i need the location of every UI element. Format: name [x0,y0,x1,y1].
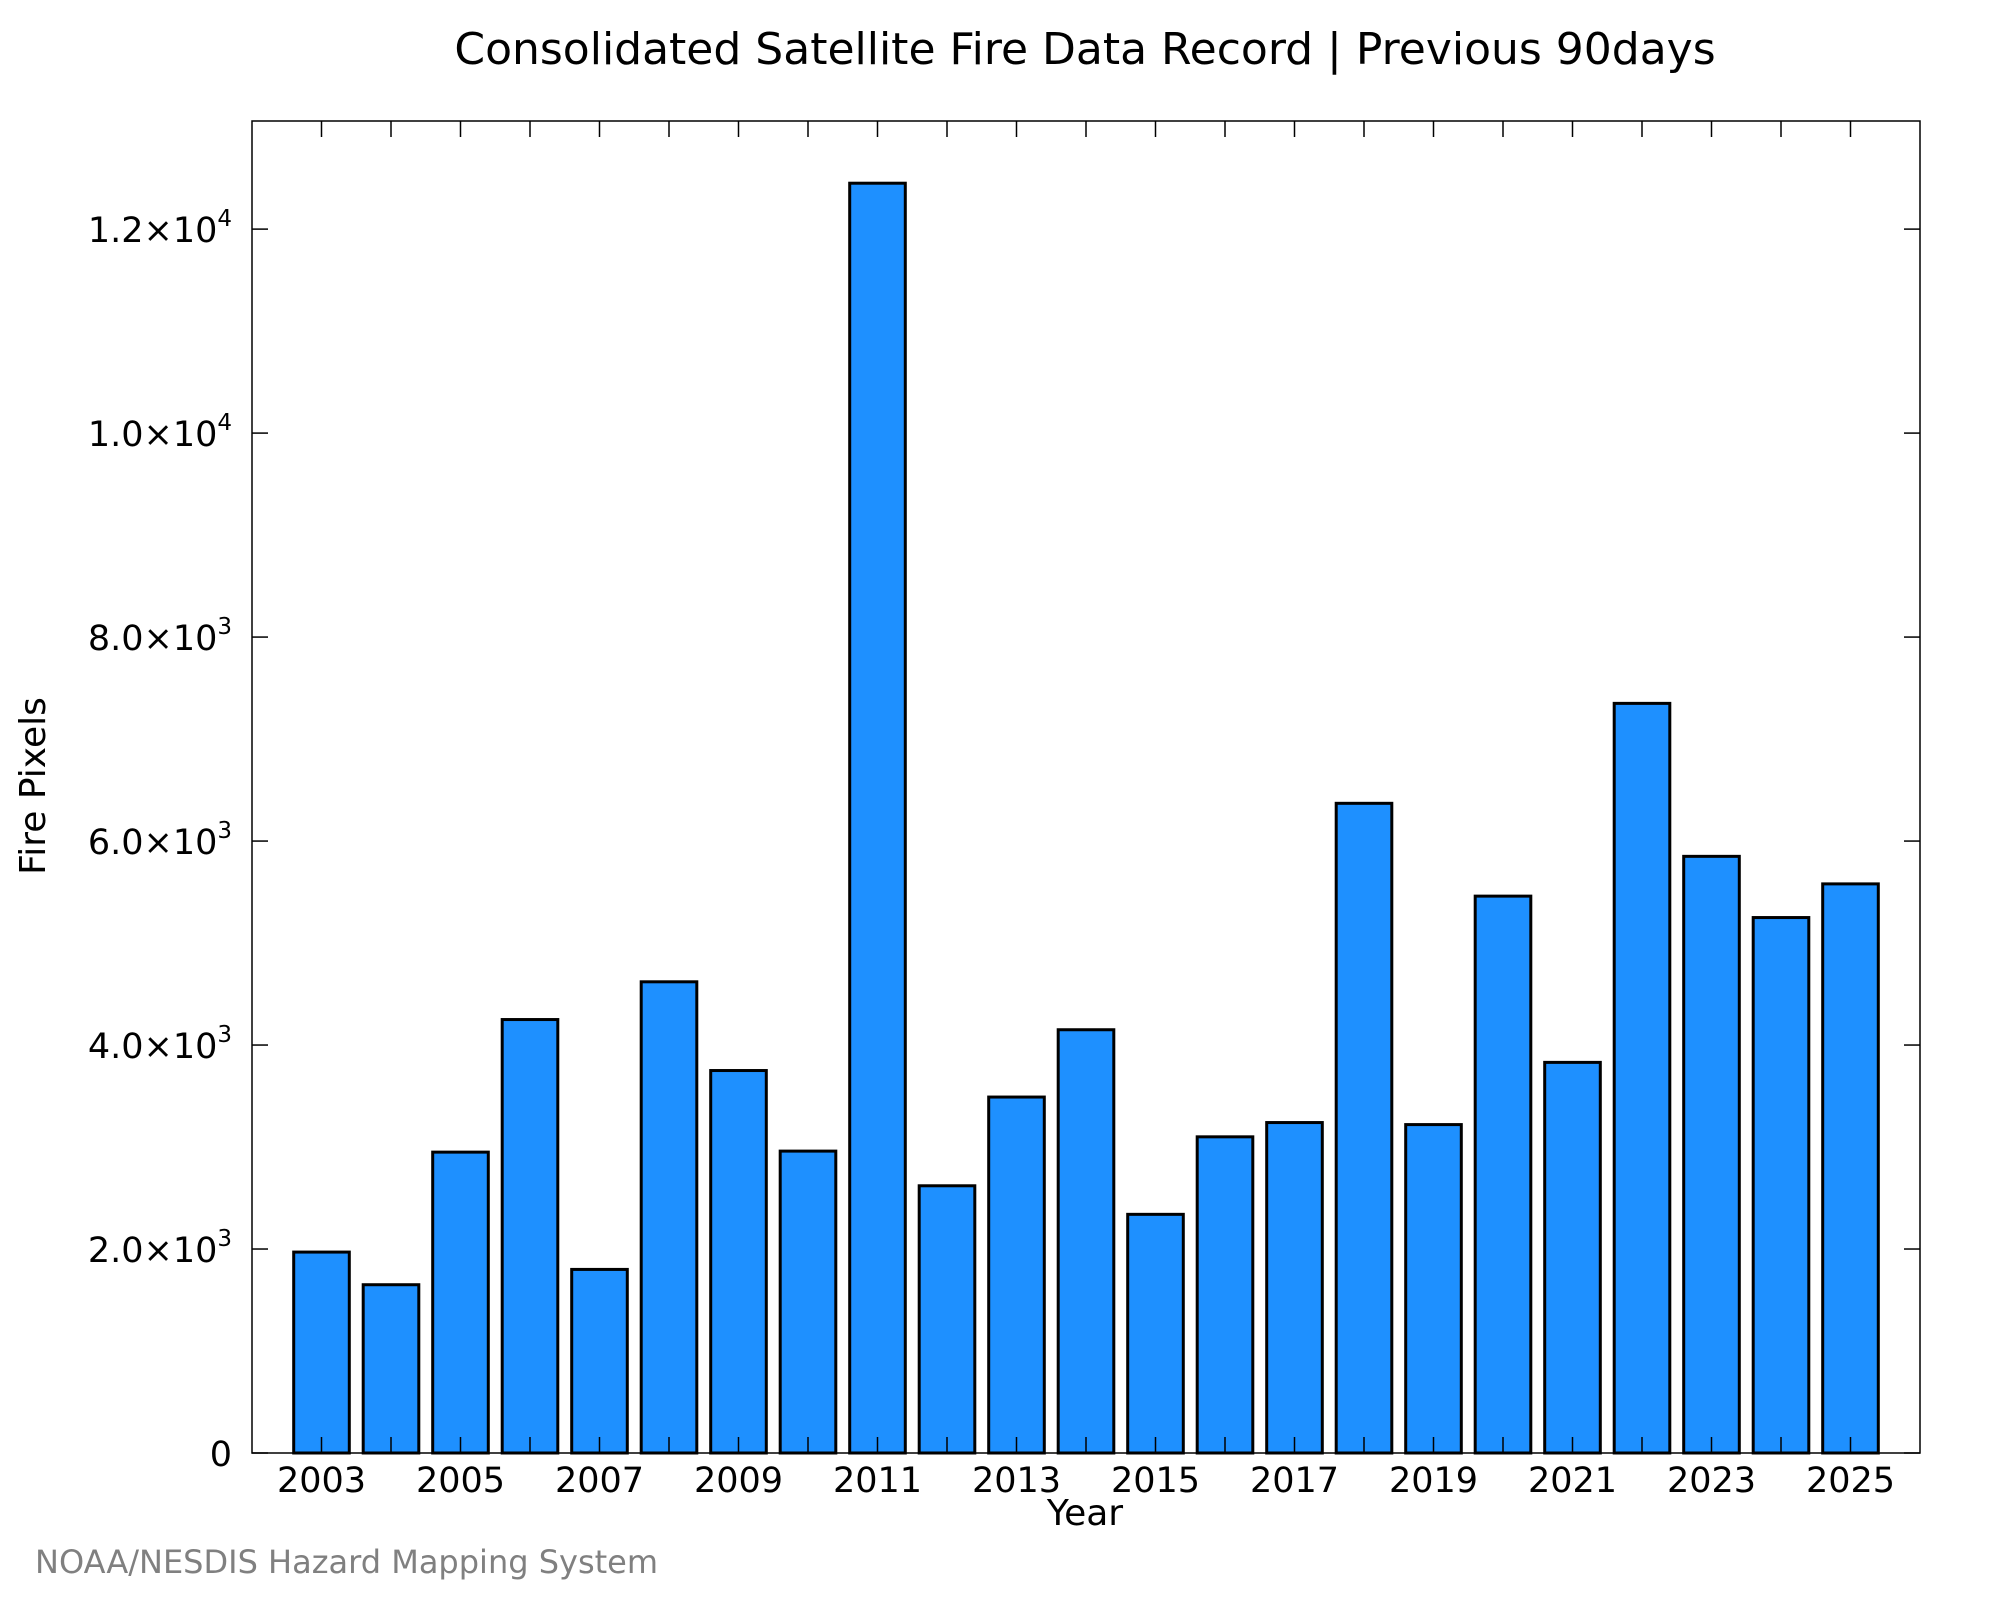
bar-2020 [1473,894,1533,1455]
x-axis-label: Year [1046,1493,1123,1534]
x-tick-label-2011: 2011 [833,1461,922,1501]
bar-2006 [500,1018,560,1455]
bar-2007 [570,1267,629,1455]
bar-2019 [1404,1123,1463,1455]
bar-2011 [848,181,907,1455]
x-tick-label-2019: 2019 [1389,1461,1478,1501]
bar-2009 [709,1069,768,1455]
y-tick-label-10000: 1.0×104 [88,410,232,455]
bar-2008 [639,980,699,1455]
x-tick-label-2017: 2017 [1250,1461,1339,1501]
x-tick-label-2025: 2025 [1806,1461,1895,1501]
y-tick-label-8000: 8.0×103 [88,614,232,659]
x-tick-label-2005: 2005 [416,1461,505,1501]
bar-2025 [1821,882,1880,1455]
bar-2003 [292,1250,351,1455]
bar-2015 [1126,1212,1185,1455]
x-tick-label-2007: 2007 [555,1461,644,1501]
bar-2012 [917,1184,977,1455]
x-tick-label-2013: 2013 [972,1461,1061,1501]
bar-2022 [1612,701,1672,1455]
x-tick-labels: 2003 2005 2007 2009 2011 2013 2015 2017 2019 2021… [277,1461,1895,1501]
bar-2010 [778,1149,838,1455]
y-axis-label: Fire Pixels [13,697,54,875]
bar-2024 [1751,916,1811,1455]
bar-2023 [1682,854,1741,1455]
y-tick-label-6000: 6.0×103 [88,818,232,863]
bars-group [292,181,1880,1455]
bar-2021 [1543,1060,1602,1455]
bar-2016 [1195,1135,1255,1455]
bar-2017 [1265,1121,1324,1455]
x-tick-label-2021: 2021 [1528,1461,1617,1501]
x-tick-label-2009: 2009 [694,1461,783,1501]
y-tick-label-2000: 2.0×103 [88,1226,232,1271]
bar-2004 [361,1283,421,1455]
chart-title: Consolidated Satellite Fire Data Record … [454,24,1715,75]
credit-text: NOAA/NESDIS Hazard Mapping System [35,1543,658,1581]
x-tick-label-2003: 2003 [277,1461,366,1501]
y-tick-label-0: 0 [210,1435,232,1475]
y-tick-label-12000: 1.2×104 [88,206,232,251]
bar-2005 [431,1150,490,1455]
bar-2013 [987,1095,1046,1455]
bar-2018 [1334,801,1394,1455]
ticks-group [252,121,1920,1454]
y-tick-label-4000: 4.0×103 [88,1022,232,1067]
x-tick-label-2015: 2015 [1111,1461,1200,1501]
bar-2014 [1056,1028,1116,1455]
x-tick-label-2023: 2023 [1667,1461,1756,1501]
plot-area: 0 2.0×103 4.0×103 6.0×103 8.0×103 1.0×104 1.2×… [88,120,1921,1501]
y-tick-labels: 0 2.0×103 4.0×103 6.0×103 8.0×103 1.0×104 1.2×… [88,206,232,1475]
